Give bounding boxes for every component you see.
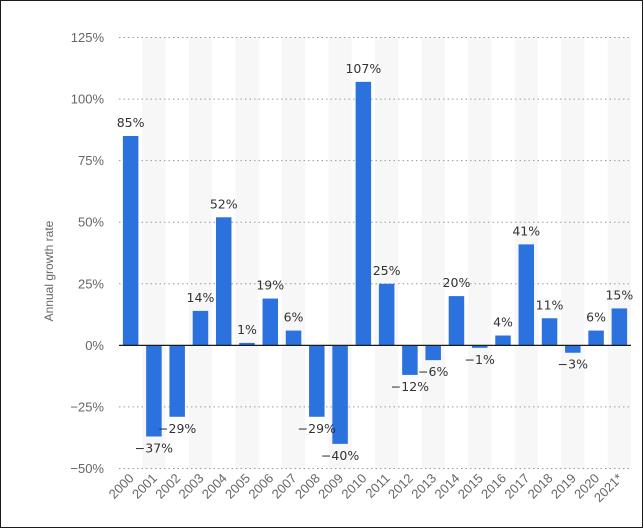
- bar: [122, 136, 139, 346]
- x-tick-label: 2010: [338, 471, 369, 502]
- bar: [146, 345, 162, 437]
- x-tick-label: 2016: [478, 471, 509, 502]
- alternating-bands: [142, 37, 631, 469]
- data-label: −1%: [465, 352, 495, 367]
- y-tick-label: 25%: [78, 276, 104, 291]
- y-tick-label: −25%: [70, 399, 104, 414]
- data-label: −3%: [558, 357, 588, 372]
- data-label: 107%: [345, 61, 381, 76]
- x-tick-label: 2012: [385, 471, 416, 502]
- y-axis-ticks: 125% 100% 75% 50% 25% 0% −25% −50%: [70, 30, 104, 476]
- background-band: [235, 37, 259, 469]
- bar: [518, 244, 535, 346]
- data-label: −29%: [158, 421, 196, 436]
- data-label: 6%: [586, 310, 606, 325]
- bar: [332, 345, 348, 444]
- y-axis-label: Annual growth rate: [42, 220, 56, 321]
- bar: [215, 217, 232, 346]
- background-band: [607, 37, 631, 469]
- x-tick-label: 2005: [222, 471, 253, 502]
- bar: [448, 296, 465, 346]
- data-label: −29%: [298, 421, 336, 436]
- x-tick-label: 2002: [152, 471, 183, 502]
- x-tick-label: 2017: [501, 471, 532, 502]
- bar: [378, 283, 395, 346]
- data-label: −12%: [391, 379, 429, 394]
- x-tick-label: 2018: [525, 471, 556, 502]
- data-label: 20%: [443, 275, 471, 290]
- background-band: [561, 37, 585, 469]
- data-label: 85%: [117, 115, 145, 130]
- data-label: 52%: [210, 196, 238, 211]
- data-label: 19%: [256, 278, 284, 293]
- y-tick-label: 0%: [85, 338, 104, 353]
- x-tick-label: 2001: [129, 471, 160, 502]
- background-band: [468, 37, 492, 469]
- data-label: −6%: [418, 364, 448, 379]
- x-tick-label: 2015: [455, 471, 486, 502]
- bar: [565, 345, 581, 353]
- data-label: −37%: [135, 440, 173, 455]
- background-band: [421, 37, 445, 469]
- x-tick-label: 2019: [548, 471, 579, 502]
- data-label: 1%: [237, 322, 257, 337]
- bar: [495, 335, 511, 346]
- x-tick-label: 2014: [432, 471, 463, 502]
- background-band: [375, 37, 399, 469]
- x-tick-label: 2000: [106, 471, 137, 502]
- bar: [262, 298, 279, 346]
- x-tick-label: 2006: [245, 471, 276, 502]
- x-axis-ticks: 2000200120022003200420052006200720082009…: [106, 471, 626, 506]
- data-label: 14%: [187, 290, 215, 305]
- bar: [285, 330, 302, 346]
- x-tick-label: 2008: [292, 471, 323, 502]
- y-tick-label: 100%: [71, 92, 105, 107]
- data-label: 6%: [284, 310, 304, 325]
- data-label: 4%: [493, 315, 513, 330]
- y-tick-label: 50%: [78, 215, 104, 230]
- x-tick-label: 2013: [408, 471, 439, 502]
- data-label: 11%: [536, 297, 564, 312]
- bar: [309, 345, 325, 417]
- bar: [169, 345, 185, 417]
- y-tick-label: 75%: [78, 153, 104, 168]
- x-tick-label: 2004: [199, 471, 230, 502]
- x-tick-label: 2009: [315, 471, 346, 502]
- bar: [588, 330, 604, 346]
- background-band: [188, 37, 213, 469]
- y-tick-label: −50%: [70, 461, 104, 476]
- bar: [471, 345, 488, 348]
- data-label: −40%: [321, 448, 359, 463]
- bar: [611, 308, 628, 346]
- y-tick-label: 125%: [71, 30, 105, 45]
- bar: [239, 342, 255, 346]
- bars: [122, 81, 628, 444]
- bar: [402, 345, 418, 375]
- background-band: [281, 37, 306, 469]
- data-label: 25%: [373, 263, 401, 278]
- bar: [541, 318, 558, 346]
- bar: [355, 81, 372, 346]
- data-label: 41%: [512, 223, 540, 238]
- bar: [192, 310, 209, 346]
- data-labels: 85% −37% −29% 14% 52% 1% 19% 6% −29% −40% 107% 25% −…: [117, 61, 634, 463]
- bar: [425, 345, 441, 361]
- x-tick-label: 2011: [362, 471, 392, 501]
- x-tick-label: 2003: [176, 471, 207, 502]
- x-tick-label: 2007: [269, 471, 300, 502]
- data-label: 15%: [605, 287, 633, 302]
